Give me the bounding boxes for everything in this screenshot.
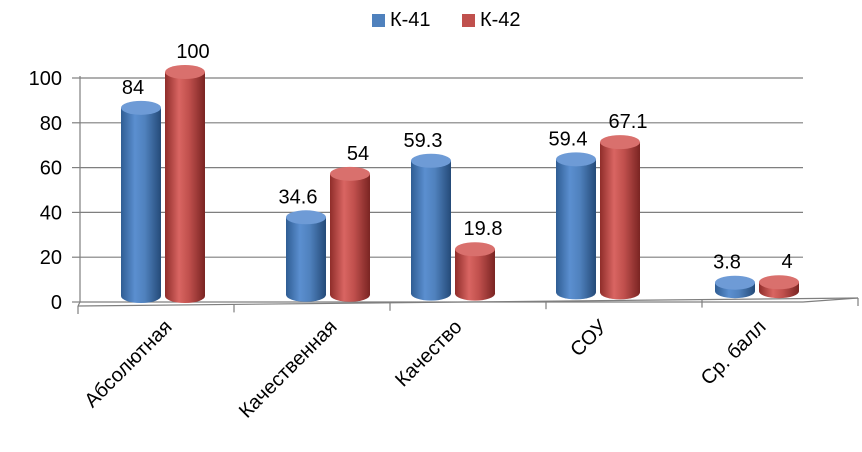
floor-front-edge	[77, 297, 859, 307]
bar-К-41-Абсолютная	[121, 107, 161, 296]
legend-swatch-К-42	[462, 14, 475, 27]
legend-label-К-42: К-42	[480, 9, 521, 31]
category-label-4: Ср. балл	[697, 316, 771, 390]
legend-label-К-41: К-41	[390, 9, 431, 31]
category-label-1: Качественная	[235, 316, 341, 422]
legend: К-41 К-42	[372, 9, 521, 31]
bar-top-К-41-СОУ	[556, 152, 596, 167]
bar-К-41-Качество	[411, 160, 451, 294]
y-tick-label: 80	[40, 113, 62, 135]
data-label-К-42-Качество: 19.8	[464, 218, 503, 240]
y-tick-label: 20	[40, 247, 62, 269]
category-label-0: Абсолютная	[80, 316, 176, 412]
bar-top-К-42-Качество	[455, 242, 495, 257]
data-label-К-42-Качественная: 54	[347, 143, 369, 165]
bar-top-К-41-Качественная	[286, 210, 326, 225]
data-label-К-41-Абсолютная: 84	[122, 77, 144, 99]
bar-base-К-42-СОУ	[600, 285, 640, 300]
bar-base-К-42-Качественная	[330, 287, 370, 302]
y-tick-label: 100	[29, 68, 62, 90]
floor-left-edge	[77, 301, 81, 307]
bars	[121, 65, 799, 303]
data-label-К-42-Абсолютная: 100	[176, 41, 209, 63]
data-label-К-41-СОУ: 59.4	[549, 128, 588, 150]
bar-К-42-Качественная	[330, 173, 370, 295]
bar-К-42-Качество	[455, 249, 495, 294]
bar-К-41-Качественная	[286, 217, 326, 295]
legend-swatch-К-41	[372, 14, 385, 27]
data-label-К-42-СОУ: 67.1	[609, 111, 648, 133]
bar-top-К-42-Абсолютная	[165, 65, 205, 79]
bar-top-К-41-Качество	[411, 153, 451, 168]
bar-base-К-41-Качество	[411, 286, 451, 301]
bar-К-41-СОУ	[556, 159, 596, 293]
category-label-2: Качество	[391, 316, 466, 391]
data-label-К-41-Качество: 59.3	[404, 130, 443, 152]
bar-base-К-42-Абсолютная	[165, 289, 205, 303]
bar-base-К-41-Абсолютная	[121, 289, 161, 303]
data-label-К-41-Качественная: 34.6	[279, 186, 318, 208]
data-label-К-42-Ср. балл: 4	[781, 251, 792, 273]
bar-top-К-42-СОУ	[600, 135, 640, 150]
bar-К-42-Абсолютная	[165, 72, 205, 296]
bar-base-К-42-Качество	[455, 286, 495, 301]
category-label-3: СОУ	[566, 316, 611, 361]
data-label-К-41-Ср. балл: 3.8	[713, 252, 741, 274]
bar-top-К-41-Ср. балл	[715, 275, 755, 290]
axes: 0 20 40 60 80 100	[29, 68, 859, 314]
bar-top-К-42-Качественная	[330, 166, 370, 181]
y-tick-label: 40	[40, 202, 62, 224]
bar-base-К-41-СОУ	[556, 285, 596, 300]
bar-base-К-41-Качественная	[286, 287, 326, 302]
bar-К-42-СОУ	[600, 142, 640, 293]
floor-right-edge	[802, 297, 859, 303]
bar-top-К-41-Абсолютная	[121, 100, 161, 115]
y-tick-label: 0	[51, 292, 62, 314]
y-tick-label: 60	[40, 158, 62, 180]
bar-top-К-42-Ср. балл	[759, 275, 799, 290]
